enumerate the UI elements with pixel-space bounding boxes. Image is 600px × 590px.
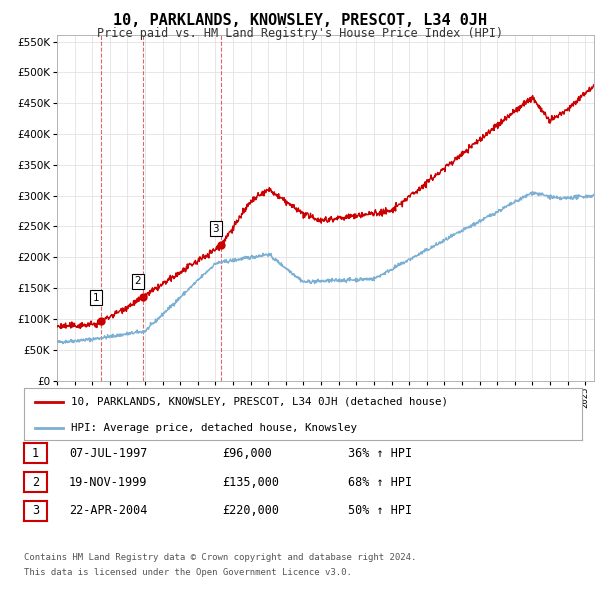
- Text: HPI: Average price, detached house, Knowsley: HPI: Average price, detached house, Know…: [71, 422, 358, 432]
- Text: 10, PARKLANDS, KNOWSLEY, PRESCOT, L34 0JH: 10, PARKLANDS, KNOWSLEY, PRESCOT, L34 0J…: [113, 13, 487, 28]
- Text: £220,000: £220,000: [222, 504, 279, 517]
- Text: £96,000: £96,000: [222, 447, 272, 460]
- Text: Price paid vs. HM Land Registry's House Price Index (HPI): Price paid vs. HM Land Registry's House …: [97, 27, 503, 40]
- Text: 36% ↑ HPI: 36% ↑ HPI: [348, 447, 412, 460]
- Text: 10, PARKLANDS, KNOWSLEY, PRESCOT, L34 0JH (detached house): 10, PARKLANDS, KNOWSLEY, PRESCOT, L34 0J…: [71, 396, 448, 407]
- Text: 50% ↑ HPI: 50% ↑ HPI: [348, 504, 412, 517]
- Text: Contains HM Land Registry data © Crown copyright and database right 2024.: Contains HM Land Registry data © Crown c…: [24, 553, 416, 562]
- Text: 22-APR-2004: 22-APR-2004: [69, 504, 148, 517]
- Text: 2: 2: [32, 476, 39, 489]
- Text: 68% ↑ HPI: 68% ↑ HPI: [348, 476, 412, 489]
- Text: 1: 1: [93, 293, 100, 303]
- Text: 2: 2: [134, 276, 141, 286]
- Text: 1: 1: [32, 447, 39, 460]
- Text: £135,000: £135,000: [222, 476, 279, 489]
- Text: 3: 3: [32, 504, 39, 517]
- Text: 07-JUL-1997: 07-JUL-1997: [69, 447, 148, 460]
- Text: 19-NOV-1999: 19-NOV-1999: [69, 476, 148, 489]
- Text: This data is licensed under the Open Government Licence v3.0.: This data is licensed under the Open Gov…: [24, 568, 352, 577]
- Text: 3: 3: [212, 224, 219, 234]
